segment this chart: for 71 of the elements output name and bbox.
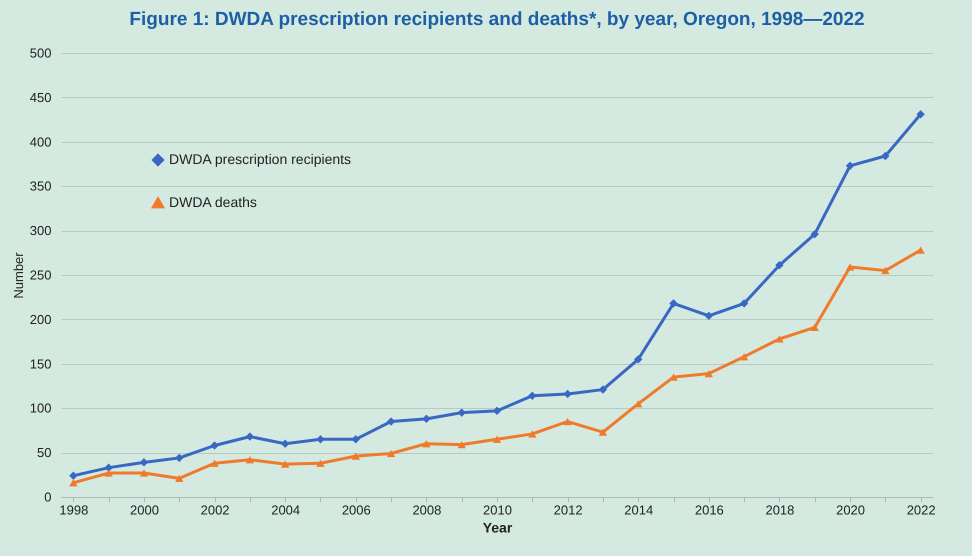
- x-tick-label: 2010: [483, 502, 512, 518]
- y-tick-label: 400: [30, 134, 52, 150]
- x-tick-label: 2016: [694, 502, 724, 518]
- y-tick-label: 250: [30, 268, 52, 282]
- point: [916, 110, 925, 118]
- point: [528, 430, 536, 438]
- x-tick-label: 2006: [342, 502, 371, 518]
- x-tick-label: 2018: [765, 502, 794, 518]
- point: [422, 440, 431, 448]
- y-tick-label: 450: [30, 90, 52, 105]
- point: [528, 392, 536, 400]
- point: [775, 335, 784, 343]
- x-tick-label: 2000: [130, 502, 159, 518]
- x-tick-label: 2014: [624, 502, 654, 518]
- legend-label: DWDA prescription recipients: [169, 151, 352, 167]
- y-tick-label: 50: [37, 445, 52, 460]
- point: [316, 460, 325, 467]
- point: [210, 441, 219, 450]
- point: [422, 414, 431, 424]
- point: [634, 355, 642, 364]
- point: [740, 353, 748, 360]
- chart-title: Figure 1: DWDA prescription recipients and deaths*, by year, Oregon, 1998—2022: [129, 9, 865, 30]
- y-axis-title: Number: [10, 252, 26, 299]
- y-tick-label: 100: [30, 400, 52, 416]
- point: [386, 417, 396, 426]
- legend-label: DWDA deaths: [169, 194, 257, 210]
- point: [598, 428, 608, 436]
- point: [104, 464, 113, 472]
- point: [704, 370, 714, 378]
- point: [246, 456, 254, 464]
- y-tick-label: 300: [30, 223, 52, 238]
- x-tick-label: 2004: [271, 502, 300, 518]
- y-tick-label: 0: [44, 490, 52, 504]
- x-axis-title: Year: [482, 520, 513, 536]
- y-tick-label: 350: [30, 178, 52, 194]
- x-tick-label: 2022: [906, 502, 936, 518]
- point: [916, 246, 925, 254]
- point: [881, 266, 890, 274]
- x-tick-label: 2020: [836, 502, 865, 518]
- point: [175, 454, 184, 462]
- y-tick-label: 500: [30, 46, 52, 60]
- x-tick-label: 2008: [412, 502, 442, 518]
- point: [810, 230, 819, 238]
- point: [69, 472, 78, 480]
- point: [846, 263, 854, 271]
- x-tick-label: 1998: [59, 502, 88, 518]
- point: [69, 479, 78, 486]
- point: [669, 299, 678, 308]
- point: [598, 385, 608, 394]
- x-tick-label: 2012: [554, 502, 583, 518]
- point: [175, 474, 184, 482]
- point: [810, 324, 819, 332]
- y-tick-label: 150: [30, 356, 52, 372]
- point: [280, 440, 290, 448]
- point: [492, 436, 502, 443]
- point: [740, 299, 748, 308]
- point: [210, 460, 219, 467]
- point: [704, 312, 714, 320]
- point: [881, 152, 890, 160]
- point: [280, 460, 290, 468]
- point: [352, 452, 360, 460]
- y-tick-label: 200: [30, 312, 52, 327]
- point: [386, 450, 396, 458]
- point: [846, 162, 854, 170]
- point: [104, 469, 113, 477]
- point: [458, 440, 466, 448]
- x-tick-label: 2002: [200, 502, 230, 518]
- point: [775, 261, 784, 270]
- point: [563, 418, 572, 426]
- point: [140, 469, 148, 477]
- point: [246, 432, 254, 441]
